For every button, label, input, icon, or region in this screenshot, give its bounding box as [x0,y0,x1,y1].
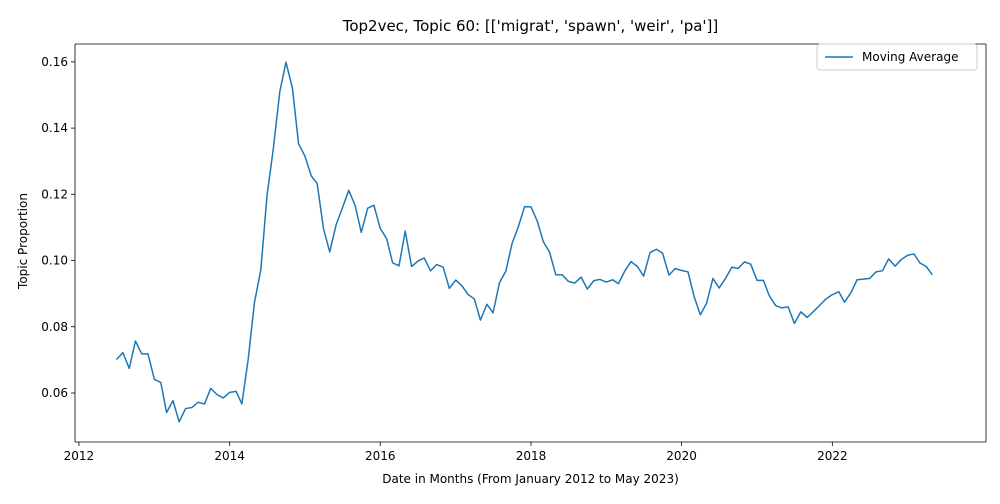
y-tick-label: 0.06 [41,386,68,400]
y-tick-label: 0.12 [41,187,68,201]
y-tick-label: 0.14 [41,121,68,135]
chart-title: Top2vec, Topic 60: [['migrat', 'spawn', … [342,17,719,35]
y-tick-label: 0.08 [41,320,68,334]
x-tick-label: 2020 [666,449,697,463]
y-axis-label: Topic Proportion [16,193,30,290]
legend: Moving Average [816,43,978,71]
x-tick-label: 2022 [817,449,848,463]
x-axis-label: Date in Months (From January 2012 to May… [382,472,679,486]
x-tick-label: 2018 [516,449,547,463]
y-tick-label: 0.10 [41,254,68,268]
series-line-0 [115,61,933,423]
y-tick-label: 0.16 [41,55,68,69]
x-tick-label: 2012 [64,449,95,463]
plot-area: 2012 2014 2016 2018 2020 2022 0.06 0.08 0.10 0.12… [41,43,987,463]
x-tick-label: 2014 [214,449,245,463]
legend-frame [816,43,978,71]
legend-label: Moving Average [862,50,958,64]
x-tick-label: 2016 [365,449,396,463]
